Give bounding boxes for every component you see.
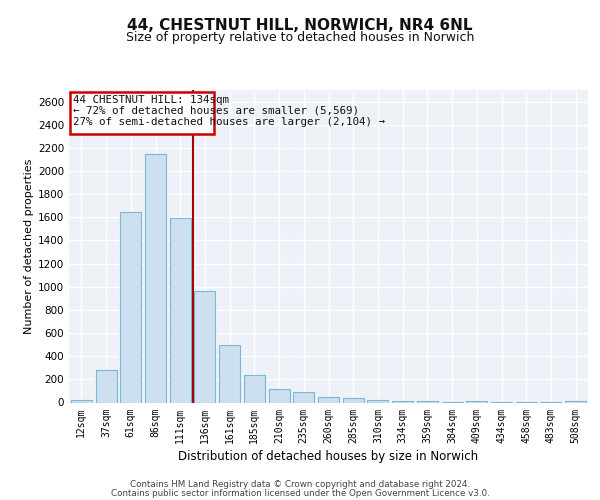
Text: 44, CHESTNUT HILL, NORWICH, NR4 6NL: 44, CHESTNUT HILL, NORWICH, NR4 6NL: [127, 18, 473, 32]
Bar: [170, 218, 191, 402]
Bar: [565, 401, 586, 402]
Bar: [145, 154, 166, 402]
Bar: [269, 389, 290, 402]
Bar: [71, 400, 92, 402]
Text: 27% of semi-detached houses are larger (2,104) →: 27% of semi-detached houses are larger (…: [73, 116, 385, 126]
Bar: [293, 392, 314, 402]
Bar: [367, 400, 388, 402]
Text: 44 CHESTNUT HILL: 134sqm: 44 CHESTNUT HILL: 134sqm: [73, 95, 229, 105]
Y-axis label: Number of detached properties: Number of detached properties: [24, 158, 34, 334]
Text: Size of property relative to detached houses in Norwich: Size of property relative to detached ho…: [126, 31, 474, 44]
Bar: [120, 212, 141, 402]
Bar: [219, 344, 240, 403]
Bar: [343, 398, 364, 402]
X-axis label: Distribution of detached houses by size in Norwich: Distribution of detached houses by size …: [178, 450, 479, 462]
Bar: [244, 374, 265, 402]
Bar: [318, 396, 339, 402]
Text: Contains HM Land Registry data © Crown copyright and database right 2024.: Contains HM Land Registry data © Crown c…: [130, 480, 470, 489]
Bar: [417, 401, 438, 402]
Bar: [95, 370, 116, 402]
Bar: [194, 292, 215, 403]
Text: ← 72% of detached houses are smaller (5,569): ← 72% of detached houses are smaller (5,…: [73, 106, 359, 116]
FancyBboxPatch shape: [70, 92, 214, 134]
Text: Contains public sector information licensed under the Open Government Licence v3: Contains public sector information licen…: [110, 489, 490, 498]
